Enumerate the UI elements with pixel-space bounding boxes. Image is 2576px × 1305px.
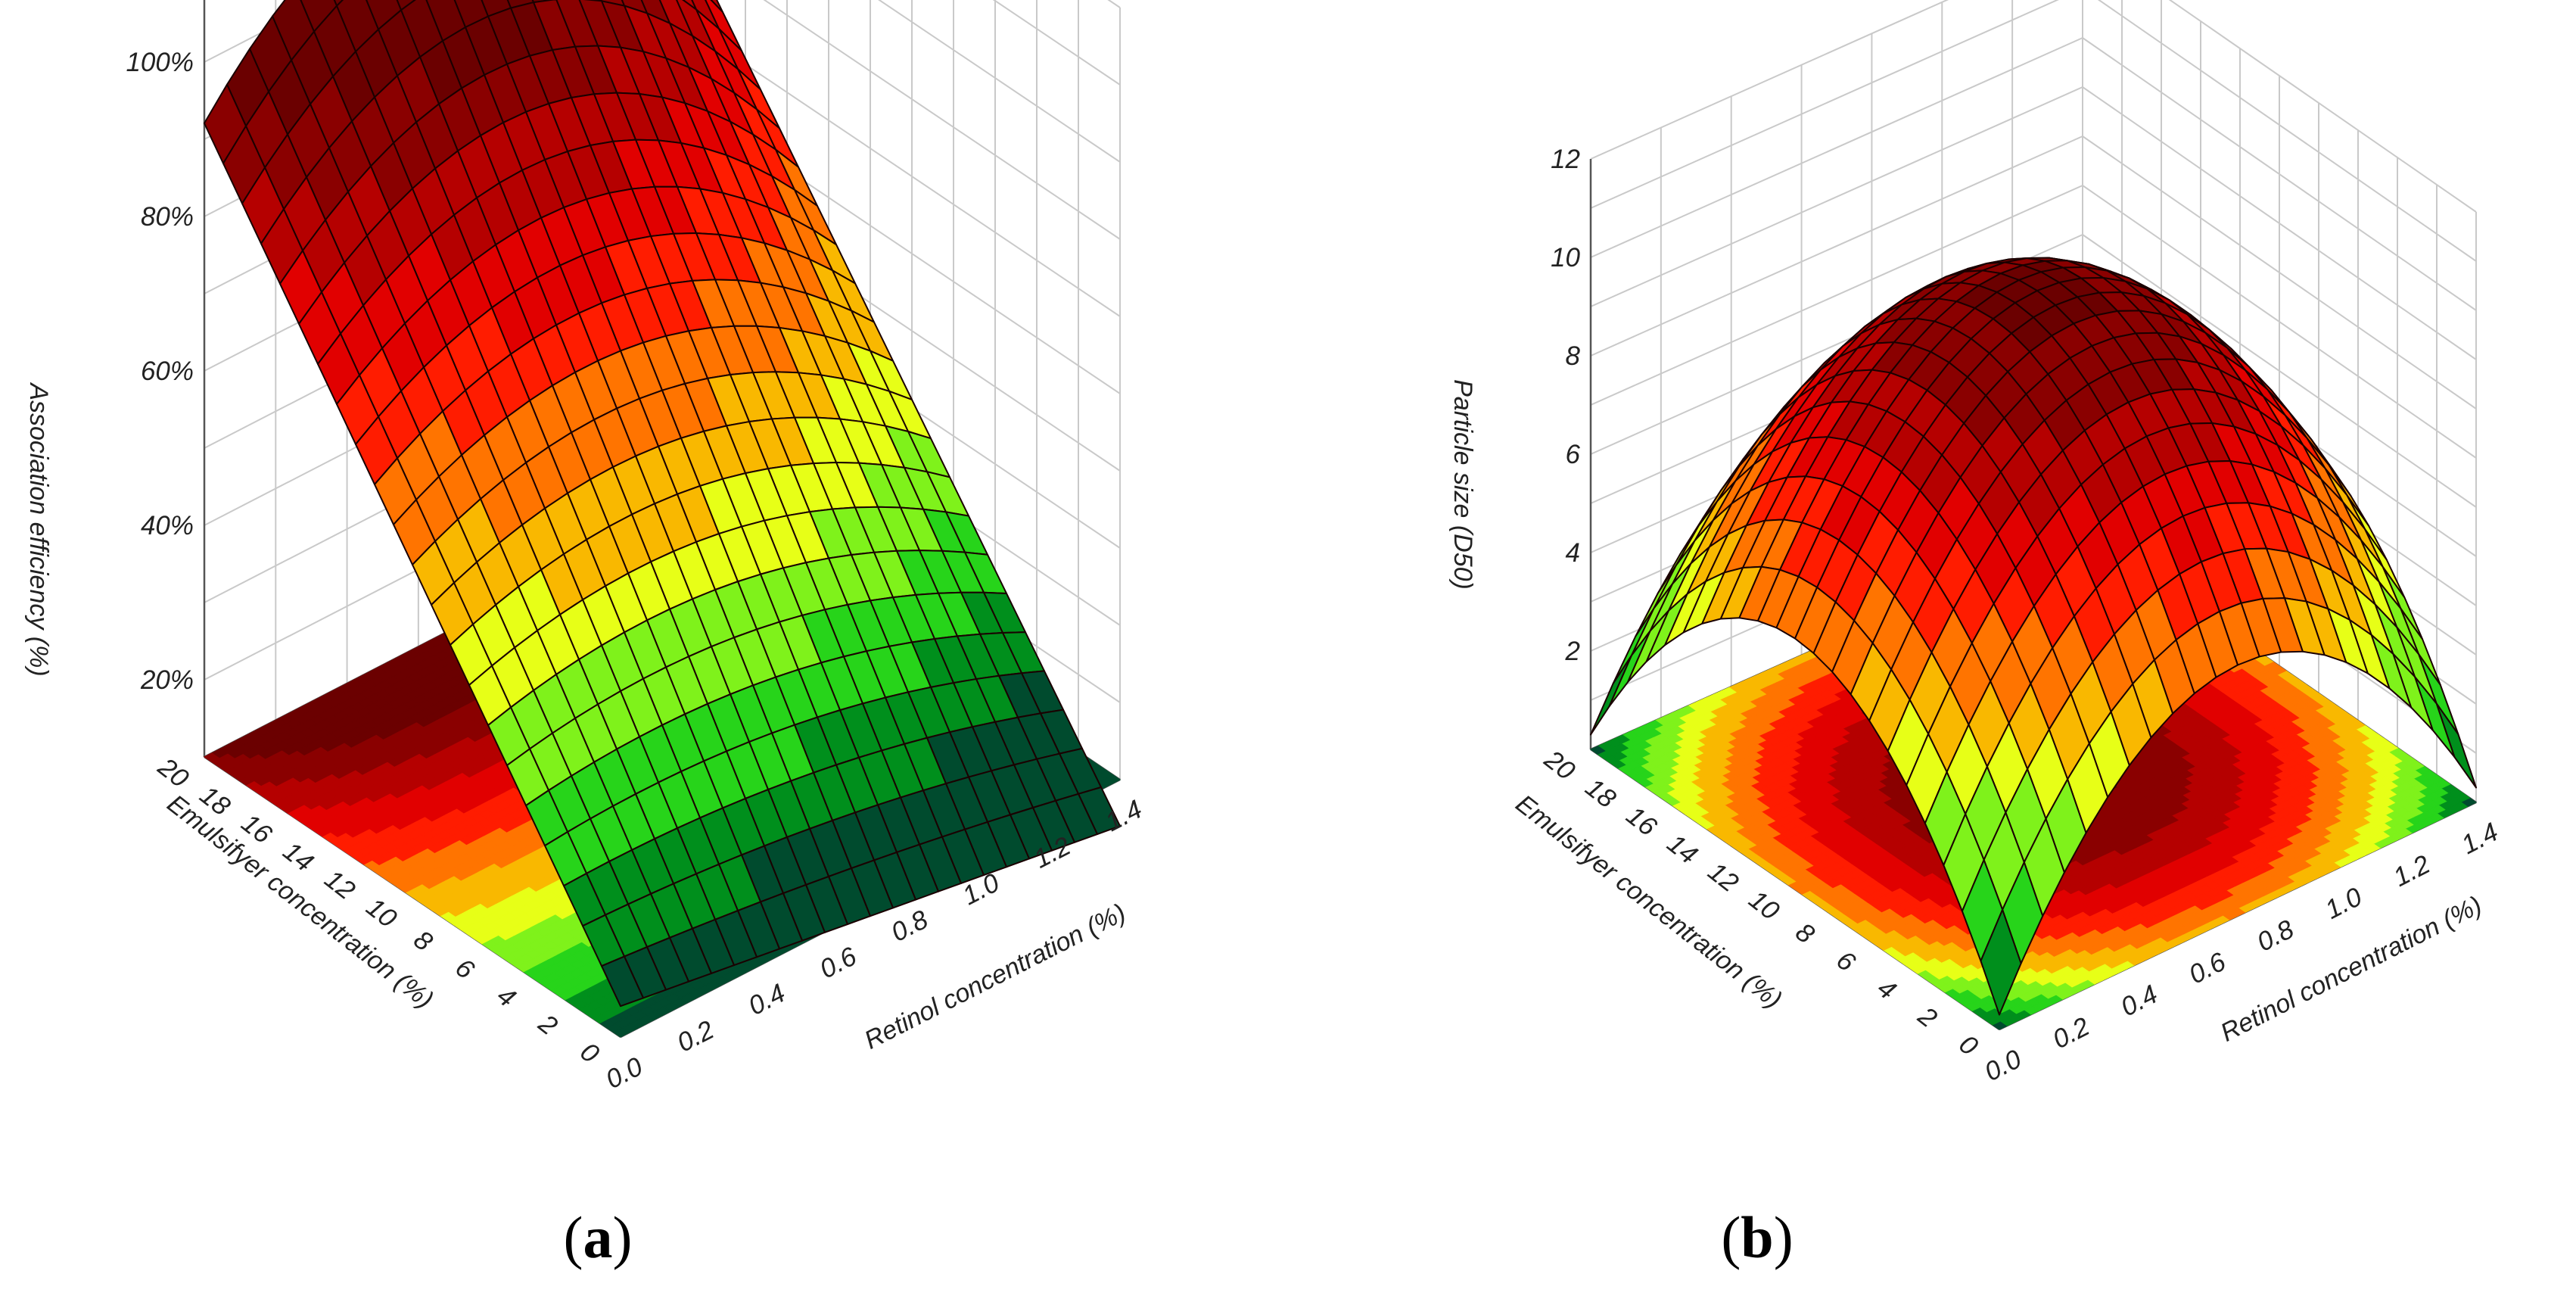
- y-tick-label: 4: [491, 981, 521, 1014]
- gridline: [2082, 135, 2477, 410]
- gridline: [1590, 37, 2083, 258]
- gridline: [1590, 0, 2059, 209]
- gridline: [2082, 234, 2477, 508]
- z-tick-label: 60%: [141, 357, 194, 386]
- x-tick-label: 0.0: [601, 1051, 648, 1095]
- panel-caption-a: (a): [563, 1204, 633, 1270]
- x-tick-label: 0.6: [815, 941, 862, 984]
- x-tick-label: 0.2: [673, 1015, 719, 1058]
- surface-plot-association-efficiency: 0.00.20.40.60.81.01.21.40246810121416182…: [24, 0, 1146, 1095]
- y-tick-label: 10: [361, 892, 403, 934]
- gridline: [2082, 185, 2477, 459]
- y-tick-label: 2: [533, 1008, 563, 1041]
- y-tick-label: 0: [574, 1037, 605, 1070]
- gridline: [763, 0, 1121, 240]
- gridline: [1590, 86, 2083, 307]
- gridline: [878, 0, 1121, 163]
- chart-panel-b: 0.0 0.2 0.4 0.6 0.8 1.0 1.2 1.4 0 2 4 6 8 10 12 14 16 18 2…: [1288, 0, 2576, 1305]
- x-tick-label: 0.8: [886, 905, 933, 948]
- surface-facet: [601, 955, 644, 1008]
- z-tick-label: 20%: [140, 665, 194, 695]
- x-tick-label: 0.4: [744, 978, 790, 1021]
- z-tick-label: 80%: [141, 202, 194, 232]
- y-tick-label: 12: [319, 864, 361, 906]
- gridline: [2097, 0, 2477, 262]
- gridline: [703, 36, 1121, 317]
- surface-plot-particle-size: 0.00.20.40.60.81.01.21.40246810121416182…: [1448, 0, 2503, 1087]
- y-tick-label: 20: [152, 752, 194, 794]
- gridline: [1590, 185, 2083, 406]
- z-axis-label: Association efficiency (%): [24, 382, 53, 676]
- y-tick-label: 6: [450, 953, 480, 986]
- z-tick-label: 100%: [126, 48, 194, 77]
- gridline: [2082, 37, 2477, 311]
- gridline: [1590, 135, 2083, 357]
- gridline: [1590, 0, 1949, 160]
- surface-mesh: [204, 0, 1121, 1008]
- gridline: [992, 0, 1121, 86]
- gridline: [2082, 86, 2477, 360]
- z-tick-label: 40%: [141, 511, 194, 540]
- y-tick-label: 8: [408, 925, 438, 958]
- chart-panel-a: 0.0 0.2 0.4 0.6 0.8 1.0 1.2 1.4 0 2 4 6 8 10 12 14 16 18 2…: [24, 0, 1146, 1270]
- gridline: [2168, 0, 2477, 213]
